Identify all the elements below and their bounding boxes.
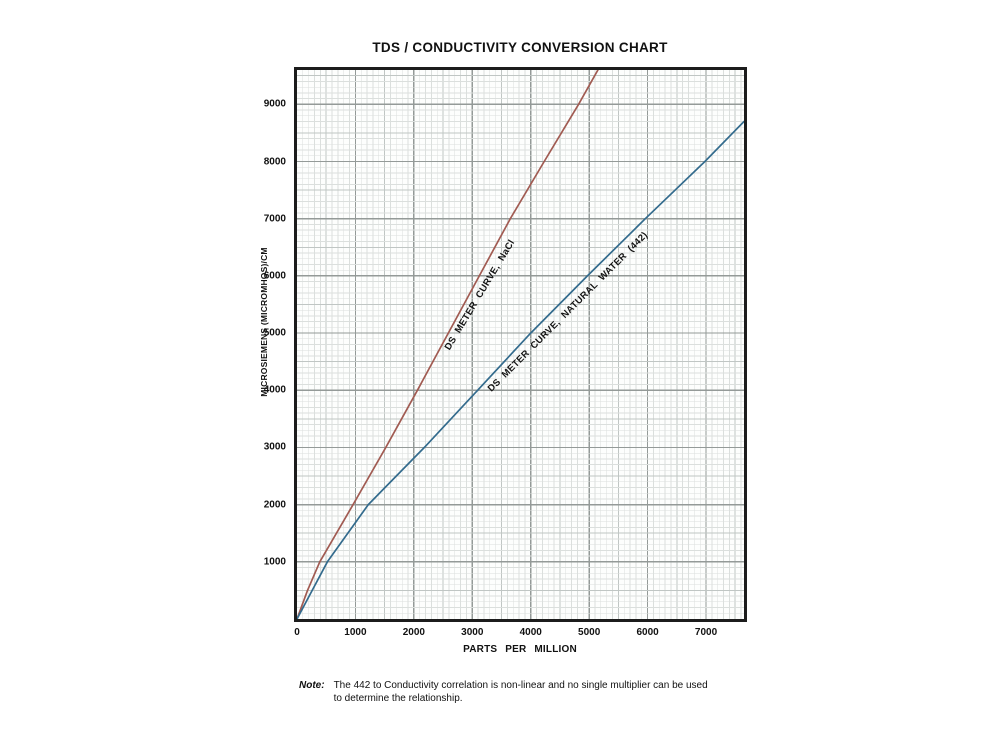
footnote: Note: The 442 to Conductivity correlatio… — [299, 680, 708, 705]
x-tick-label: 6000 — [636, 627, 659, 638]
footnote-line-2: to determine the relationship. — [333, 692, 463, 704]
y-tick-label: 4000 — [263, 384, 286, 396]
chart-title: TDS / CONDUCTIVITY CONVERSION CHART — [372, 40, 668, 55]
x-tick-label: 0 — [294, 627, 300, 638]
footnote-text: The 442 to Conductivity correlation is n… — [334, 680, 708, 705]
y-tick-label: 9000 — [263, 98, 286, 110]
x-tick-label: 5000 — [578, 627, 601, 638]
plot-area: DS METER CURVE, NaCl DS METER CURVE, NAT… — [294, 67, 747, 622]
y-tick-label: 6000 — [263, 270, 286, 282]
y-tick-label: 1000 — [263, 556, 286, 568]
x-tick-label: 4000 — [519, 627, 542, 638]
x-tick-label: 7000 — [694, 627, 718, 638]
x-tick-label: 1000 — [344, 627, 367, 638]
x-tick-label: 3000 — [461, 627, 484, 638]
plot-grid-and-curves — [297, 70, 744, 619]
x-axis-title: PARTS PER MILLION — [463, 644, 577, 655]
footnote-label: Note: — [299, 680, 325, 691]
curve-nacl — [297, 70, 599, 619]
y-tick-label: 7000 — [263, 213, 286, 225]
y-tick-label: 5000 — [263, 327, 286, 339]
x-tick-label: 2000 — [402, 627, 425, 638]
curve-natural-water-442 — [297, 120, 744, 619]
footnote-line-1: The 442 to Conductivity correlation is n… — [333, 680, 708, 691]
y-tick-label: 2000 — [263, 499, 286, 511]
y-tick-label: 3000 — [263, 441, 286, 453]
y-tick-label: 8000 — [263, 156, 286, 167]
